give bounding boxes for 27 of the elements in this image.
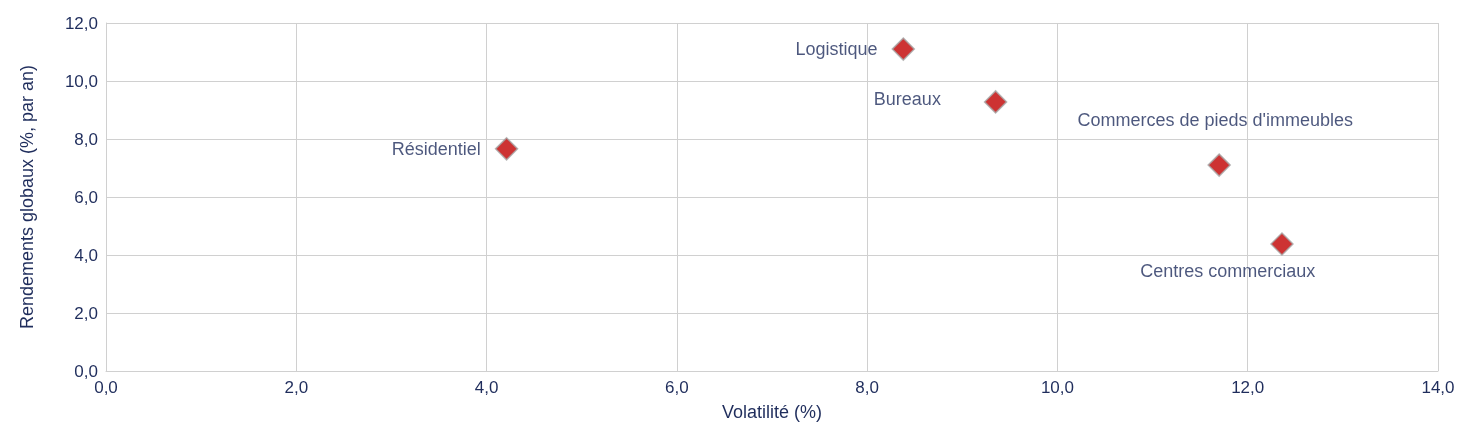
series-label: Résidentiel: [391, 138, 481, 159]
x-tick-label: 4,0: [474, 378, 499, 397]
x-axis-title: Volatilité (%): [721, 402, 823, 422]
y-tick-label: 10,0: [64, 71, 98, 91]
y-tick-label: 6,0: [74, 187, 98, 207]
series-label: Logistique: [795, 39, 878, 60]
y-tick-label: 4,0: [74, 245, 98, 265]
point: [1270, 232, 1294, 256]
point: [1207, 153, 1231, 177]
series-label: Centres commerciaux: [1140, 261, 1316, 282]
point: [891, 37, 916, 61]
y-tick-label: 8,0: [74, 129, 98, 149]
x-tick-label: 14,0: [1421, 378, 1455, 397]
x-tick-label: 8,0: [855, 378, 879, 397]
y-axis-title: Rendements globaux (%, par an): [17, 64, 37, 330]
text: Bureaux: [873, 89, 941, 110]
y-tick-label: 2,0: [74, 303, 98, 323]
x-tick-label: 0,0: [94, 378, 118, 397]
y-tick-label: 0,0: [74, 361, 98, 381]
series-label: Commerces de pieds d'immeubles: [1077, 110, 1353, 131]
x-tick-label: 2,0: [284, 378, 309, 397]
x-tick-label: 6,0: [665, 378, 689, 397]
x-tick-label: 10,0: [1040, 378, 1074, 397]
point: [494, 137, 519, 161]
point: [983, 90, 1008, 114]
y-tick-label: 12,0: [64, 13, 98, 33]
x-tick-label: 12,0: [1231, 378, 1265, 397]
